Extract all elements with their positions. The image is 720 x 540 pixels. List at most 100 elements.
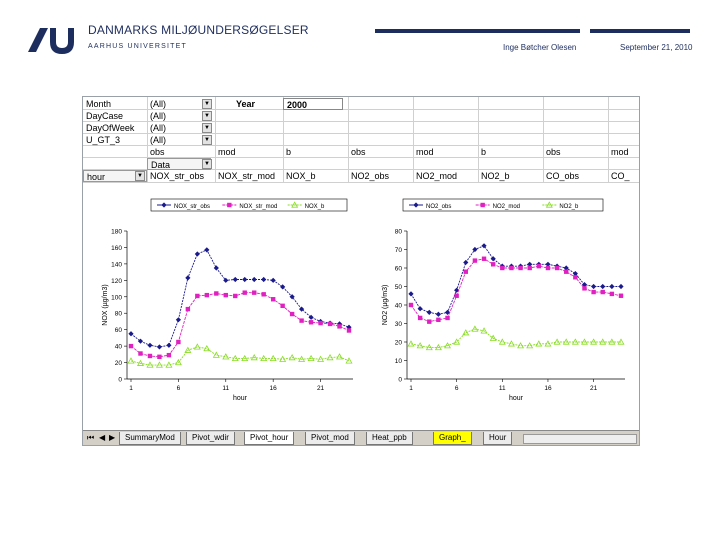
data-point-no2-b: [617, 338, 625, 345]
grid-line: [283, 97, 284, 183]
data-point-no2-b: [553, 338, 561, 345]
tab-pivot-mod[interactable]: Pivot_mod: [305, 432, 355, 445]
data-point-nox-b: [260, 354, 268, 362]
filter-value[interactable]: (All): [150, 123, 166, 133]
data-point-nox-b: [345, 357, 353, 364]
horizontal-scrollbar[interactable]: [523, 434, 637, 444]
data-point-nox-b: [174, 358, 182, 366]
tab-hour[interactable]: Hour: [483, 432, 513, 445]
data-point-no2-mod: [490, 262, 496, 267]
data-point-nox-str-obs: [166, 342, 172, 348]
y-tick-label: 40: [395, 303, 403, 310]
prev-sheet-icon[interactable]: ◀: [99, 433, 106, 442]
data-point-no2-b: [544, 340, 552, 347]
data-point-nox-b: [269, 354, 277, 362]
data-point-nox-str-obs: [194, 251, 200, 257]
data-point-nox-b: [307, 354, 315, 362]
x-tick-label: 1: [409, 385, 413, 392]
legend-label: NO2_b: [559, 204, 579, 210]
data-point-no2-obs: [609, 283, 615, 290]
filter-value[interactable]: (All): [150, 135, 166, 145]
data-point-no2-mod: [408, 302, 414, 308]
y-tick-label: 10: [395, 358, 403, 365]
dropdown-arrow-icon[interactable]: ▼: [202, 123, 212, 133]
column-header[interactable]: NOX_str_mod: [218, 171, 276, 181]
data-point-nox-b: [203, 344, 211, 352]
column-header[interactable]: CO_: [611, 171, 630, 181]
y-tick-label: 50: [395, 284, 403, 291]
data-point-nox-str-mod: [289, 311, 295, 317]
data-point-nox-str-mod: [280, 303, 285, 309]
dropdown-arrow-icon[interactable]: ▼: [202, 159, 212, 169]
series-line-nox-str-obs: [130, 249, 350, 348]
tab-pivot-wdir[interactable]: Pivot_wdir: [186, 432, 235, 445]
dropdown-arrow-icon[interactable]: ▼: [202, 135, 212, 145]
data-point-nox-str-obs: [280, 284, 286, 290]
x-tick-label: 1: [129, 385, 133, 392]
filter-value[interactable]: (All): [150, 111, 166, 121]
nox-line-chart: NOX_str_obs NOX_str_mod NOX_b 0 20 40 60 80 100 1…: [102, 198, 353, 402]
data-point-no2-mod: [573, 275, 578, 280]
x-tick-label: 16: [544, 385, 552, 392]
filter-label: DayOfWeek: [86, 123, 135, 133]
tab-heat-ppb[interactable]: Heat_ppb: [366, 432, 413, 445]
data-point-nox-str-mod: [318, 320, 323, 326]
data-point-nox-b: [136, 359, 144, 366]
grid-line: [478, 97, 479, 183]
filter-label: U_GT_3: [86, 135, 121, 145]
tab-graph[interactable]: Graph_: [433, 432, 472, 445]
data-point-nox-str-mod: [223, 292, 228, 298]
x-axis-label: hour: [509, 395, 524, 402]
data-point-no2-b: [434, 343, 442, 351]
legend-marker: [291, 201, 299, 208]
tab-summarymod[interactable]: SummaryMod: [119, 432, 181, 445]
data-point-nox-b: [250, 354, 258, 361]
data-point-no2-mod: [582, 286, 587, 291]
column-header[interactable]: CO_obs: [546, 171, 580, 181]
dropdown-arrow-icon[interactable]: ▼: [202, 99, 212, 109]
column-header[interactable]: NOX_b: [286, 171, 316, 181]
data-point-no2-b: [535, 340, 543, 347]
tab-pivot-hour[interactable]: Pivot_hour: [244, 432, 295, 445]
group-header-row: obs mod b obs mod b obs mod: [83, 146, 639, 158]
data-point-nox-str-mod: [147, 353, 153, 359]
data-point-no2-b: [453, 338, 461, 345]
data-point-no2-obs: [463, 259, 469, 266]
data-point-no2-obs: [408, 291, 414, 297]
data-point-no2-b: [489, 334, 497, 341]
dropdown-arrow-icon[interactable]: ▼: [202, 111, 212, 121]
dropdown-arrow-icon[interactable]: ▼: [135, 171, 145, 181]
data-point-no2-mod: [417, 315, 423, 321]
filter-row: DayOfWeek (All) ▼: [83, 122, 639, 134]
year-value[interactable]: 2000: [283, 98, 343, 110]
data-point-nox-str-obs: [308, 314, 314, 320]
first-sheet-icon[interactable]: ⏮: [87, 433, 95, 442]
column-header[interactable]: NO2_b: [481, 171, 510, 181]
column-header[interactable]: NO2_obs: [351, 171, 390, 181]
y-tick-label: 60: [395, 266, 403, 273]
data-point-no2-b: [416, 342, 424, 349]
filter-label: Month: [86, 99, 112, 109]
header-rule-right-1: [375, 29, 580, 33]
filter-row: DayCase (All) ▼: [83, 110, 639, 122]
column-header[interactable]: NO2_mod: [416, 171, 458, 181]
y-tick-label: 120: [111, 278, 122, 285]
row-field-button[interactable]: hour: [83, 170, 147, 182]
grid-line: [83, 133, 639, 134]
data-point-nox-str-mod: [327, 321, 333, 327]
data-point-nox-str-obs: [261, 276, 267, 283]
series-line-nox-b: [130, 346, 350, 366]
data-point-nox-str-mod: [185, 306, 191, 312]
data-point-nox-b: [317, 355, 325, 362]
y-axis-label: NOX (µg/m3): [102, 284, 109, 325]
data-point-nox-b: [146, 361, 154, 368]
next-sheet-icon[interactable]: ▶: [109, 433, 116, 442]
data-point-nox-str-obs: [232, 276, 238, 283]
filter-value[interactable]: (All): [150, 99, 166, 109]
x-tick-label: 21: [590, 385, 598, 392]
data-point-nox-str-mod: [166, 352, 172, 358]
y-tick-label: 0: [398, 377, 402, 384]
column-header[interactable]: NOX_str_obs: [150, 171, 205, 181]
data-point-nox-str-obs: [251, 276, 257, 283]
data-point-no2-b: [608, 338, 616, 345]
